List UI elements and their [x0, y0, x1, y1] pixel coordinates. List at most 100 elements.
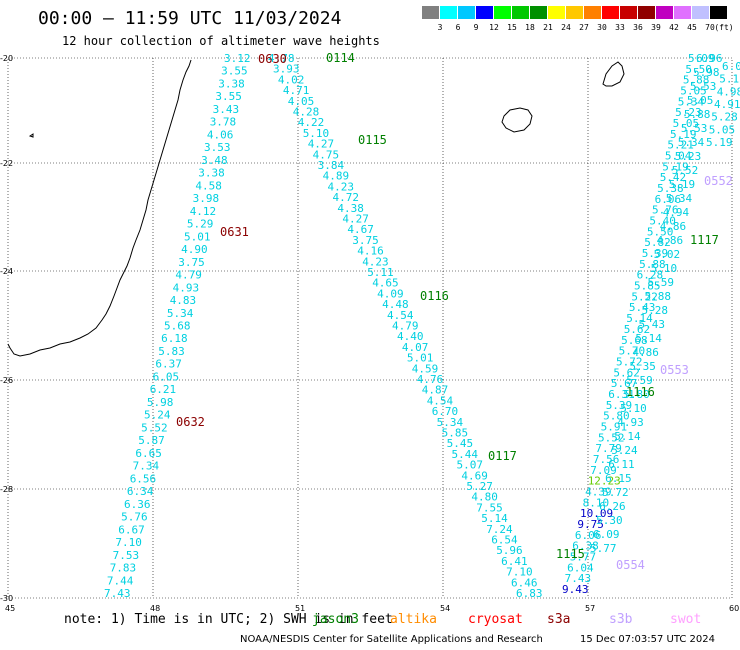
- track-0552-value: 5.53: [681, 122, 708, 135]
- track-0114-value: 6.41: [501, 555, 527, 568]
- colorbar-swatch: [620, 6, 637, 19]
- track-0630-value: 4.93: [173, 281, 200, 294]
- lon-tick-label: 57: [585, 604, 595, 613]
- track-0552-value: 6.26: [599, 500, 626, 513]
- track-0630-value: 5.52: [141, 421, 168, 434]
- track-0630-value: 3.43: [213, 103, 240, 116]
- track-0114-value: 5.14: [481, 512, 508, 525]
- track-0552-right-value: 5.05: [709, 123, 736, 136]
- pass-label-0117: 0117: [488, 449, 517, 463]
- track-1115-value: 5.05: [680, 85, 707, 98]
- track-1115-value: 5.85: [634, 280, 661, 293]
- track-1115-value: 6.04: [567, 561, 594, 574]
- track-0114-value: 3.84: [318, 159, 345, 172]
- lat-tick-label: -26: [0, 376, 13, 385]
- track-1115-value: 5.40: [649, 215, 676, 228]
- pass-labels: 0630 0114 0631 0115 0116 0632 0117 1115 1116 1117…: [176, 51, 733, 572]
- lat-tick-label: -24: [0, 267, 13, 276]
- track-0630-value: 7.83: [110, 562, 137, 575]
- pass-label-1117: 1117: [690, 233, 719, 247]
- track-0630-value: 3.98: [193, 192, 220, 205]
- track-0552-value: 5.10: [651, 262, 678, 275]
- track-1115-value: 5.62: [613, 366, 640, 379]
- track-0114-value: 6.83: [516, 587, 543, 600]
- track-0114-value: 5.27: [466, 480, 493, 493]
- track-0630-value: 5.01: [184, 230, 211, 243]
- track-0630-value: 3.38: [198, 167, 225, 180]
- colorbar-swatch: [656, 6, 673, 19]
- track-0630-value: 5.24: [144, 409, 171, 422]
- track-0552-right-value: 5.12: [719, 73, 740, 86]
- satellite-swot: swot: [670, 612, 702, 627]
- track-0114-value: 3.75: [352, 234, 379, 247]
- map-frame: [7, 57, 733, 599]
- track-0552-value: 5.77: [590, 542, 617, 555]
- pass-label-0116: 0116: [420, 289, 449, 303]
- track-0552-right-value: 4.98: [717, 85, 740, 98]
- track-0630-value: 5.68: [164, 320, 191, 333]
- track-0552-value: 5.59: [648, 276, 675, 289]
- pass-label-0630: 0630: [258, 52, 287, 66]
- track-0552-value: 5.88: [684, 108, 711, 121]
- track-0552-right-value: 4.91: [714, 98, 740, 111]
- track-1115-value: 5.22: [631, 290, 658, 303]
- track-0552-value: 4.86: [660, 220, 687, 233]
- track-0552-right-value: 5.19: [706, 136, 733, 149]
- track-1115-value: 6.06: [655, 193, 682, 206]
- track-0114-value: 4.65: [372, 277, 399, 290]
- track-1115-value: 5.34: [678, 95, 705, 108]
- coastline: [7, 59, 625, 357]
- track-0114-value: 4.75: [313, 148, 340, 161]
- track-0552-value: 5.59: [626, 374, 653, 387]
- track-0630-value: 3.78: [210, 116, 237, 129]
- track-1115-value: 5.42: [660, 171, 687, 184]
- track-0114-value: 4.76: [417, 373, 444, 386]
- colorbar-label: 42: [669, 23, 679, 32]
- track-1115-value: 5.62: [624, 323, 651, 336]
- madagascar-coast: [7, 59, 192, 357]
- reunion-island: [501, 107, 533, 133]
- track-0552-value: 5.30: [596, 514, 623, 527]
- track-0630-value: 7.44: [107, 574, 134, 587]
- track-0630-value: 5.98: [147, 396, 174, 409]
- track-0630-value: 3.12: [224, 52, 251, 65]
- track-0552-value: 5.35: [629, 360, 656, 373]
- colorbar-swatch: [566, 6, 583, 19]
- track-0114-value: 4.27: [308, 138, 335, 151]
- track-0552-value: 5.88: [645, 290, 672, 303]
- track-0114-value: 6.54: [491, 534, 518, 547]
- track-0114-value: 4.23: [328, 180, 355, 193]
- track-0114-value: 4.02: [278, 73, 305, 86]
- track-1115-value: 5.91: [601, 420, 628, 433]
- track-0114-value: 5.96: [496, 544, 523, 557]
- colorbar-swatch: [638, 6, 655, 19]
- track-0630-value: 3.38: [218, 78, 245, 91]
- track-0552-value: 5.43: [639, 318, 666, 331]
- track-0114-value: 4.67: [347, 223, 374, 236]
- track-1115-value: 5.04: [665, 150, 692, 163]
- track-0552-value: 5.14: [635, 332, 662, 345]
- colorbar-label: 33: [615, 23, 625, 32]
- pass-label-0115: 0115: [358, 133, 387, 147]
- track-1115-value: 6.06: [575, 529, 602, 542]
- axis-ticks: 45 48 51 54 57 60 -20 -22 -24 -26 -28 -30: [0, 54, 739, 613]
- track-1115-value: 5.39: [606, 399, 633, 412]
- track-1115-value: 5.72: [616, 355, 643, 368]
- track-0114-value: 4.23: [362, 255, 389, 268]
- track-0114-value: 5.11: [367, 266, 394, 279]
- track-0552-value: 6.09: [593, 528, 620, 541]
- colorbar-label: 6: [455, 23, 461, 32]
- track-1115-value: 5.77: [570, 551, 597, 564]
- track-0552-value: 5.34: [678, 136, 705, 149]
- colorbar-label: 27: [579, 23, 589, 32]
- track-0630-value: 5.87: [138, 434, 165, 447]
- track-1115-value: 5.80: [603, 410, 630, 423]
- track-1115-value: 5.88: [683, 74, 710, 87]
- pass-label-1116: 1116: [626, 385, 655, 399]
- track-0630-value: 3.53: [204, 141, 231, 154]
- track-1115-value: 5.70: [619, 345, 646, 358]
- track-1115-value: 12.23: [588, 475, 621, 488]
- track-0552-value: 4.86: [657, 234, 684, 247]
- footer-note: note: 1) Time is in UTC; 2) SWH is in fe…: [64, 612, 393, 627]
- track-1115-value: 5.39: [642, 247, 669, 260]
